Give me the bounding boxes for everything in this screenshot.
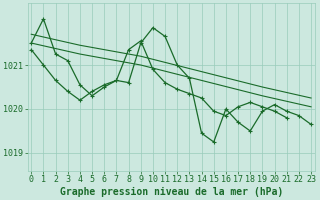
X-axis label: Graphe pression niveau de la mer (hPa): Graphe pression niveau de la mer (hPa) [60,186,283,197]
